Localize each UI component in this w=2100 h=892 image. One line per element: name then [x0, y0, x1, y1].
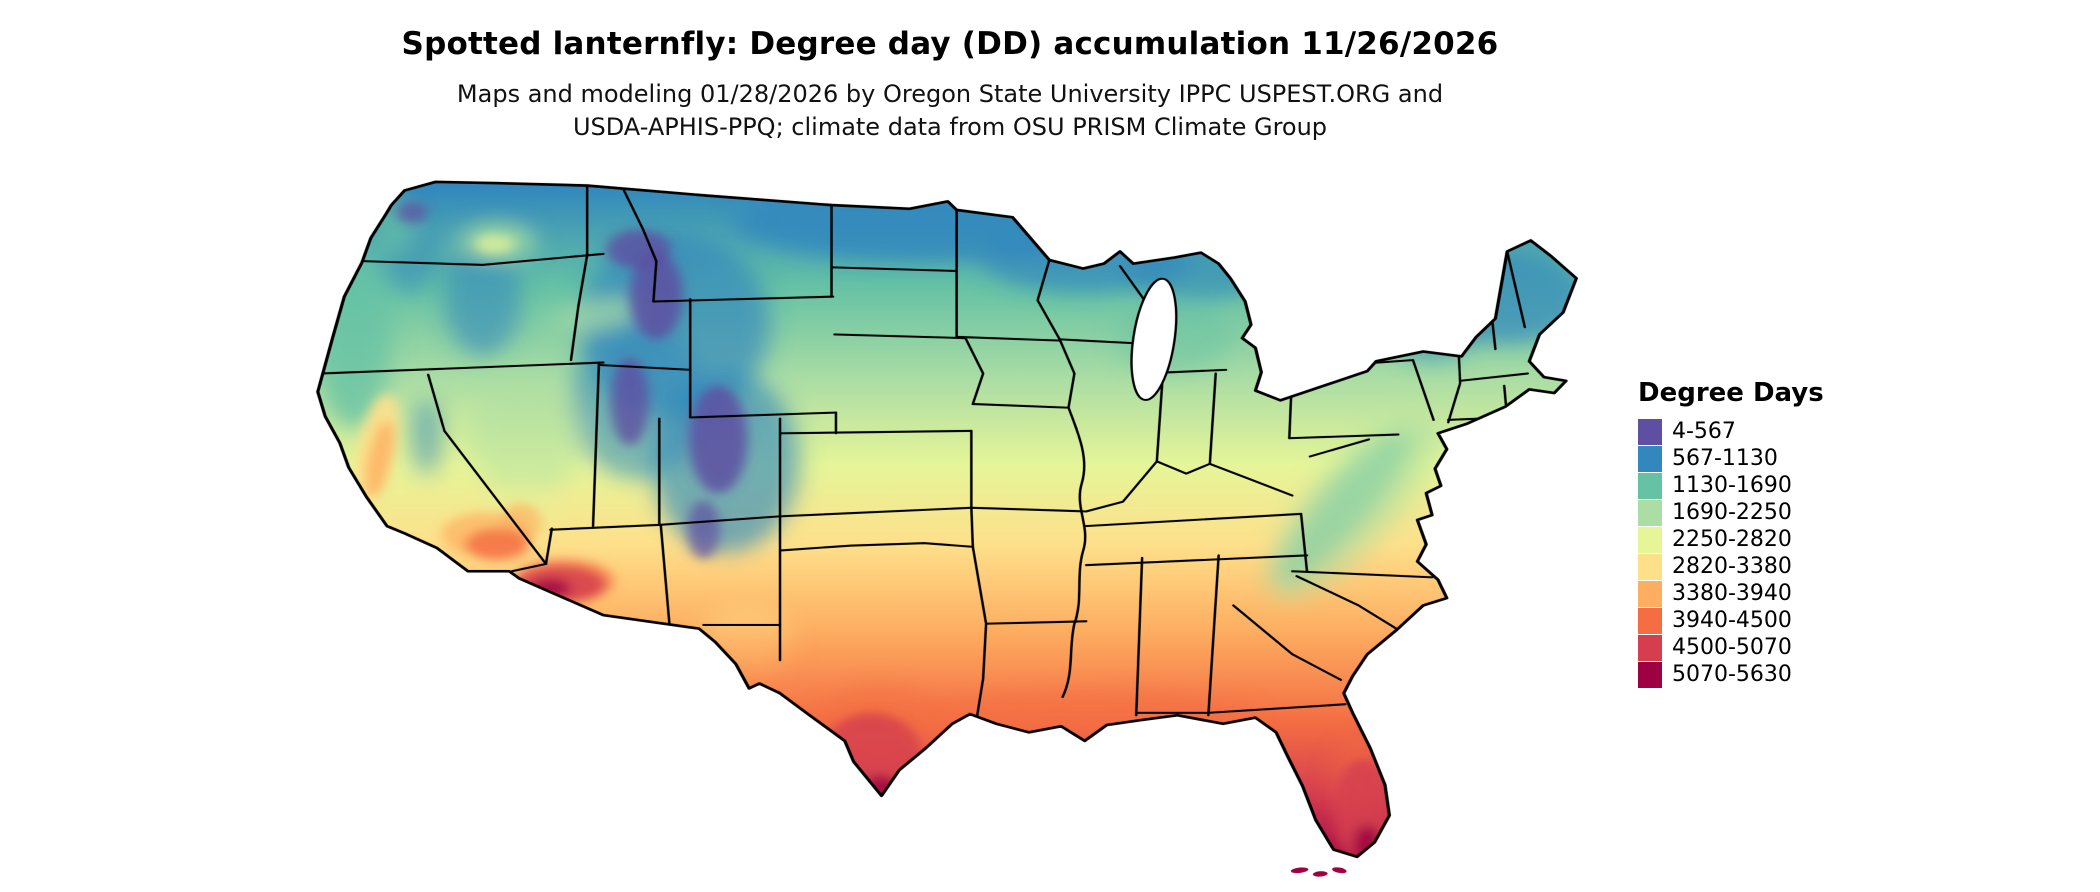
map-subtitle: Maps and modeling 01/28/2026 by Oregon S… [0, 78, 1900, 144]
legend-swatch [1638, 499, 1662, 526]
legend-label: 1690-2250 [1672, 500, 1792, 525]
legend-row: 2820-3380 [1638, 553, 1824, 580]
map-subtitle-line1: Maps and modeling 01/28/2026 by Oregon S… [456, 80, 1444, 108]
legend-swatch [1638, 634, 1662, 661]
map-subtitle-line2: USDA-APHIS-PPQ; climate data from OSU PR… [572, 113, 1328, 141]
legend-label: 1130-1690 [1672, 473, 1792, 498]
us-degree-day-map [316, 180, 1578, 877]
legend-swatch [1638, 580, 1662, 607]
legend-swatch [1638, 526, 1662, 553]
legend-row: 1690-2250 [1638, 499, 1824, 526]
legend-items: 4-567 567-1130 1130-1690 1690-2250 2250-2820… [1638, 418, 1824, 688]
legend-swatch [1638, 607, 1662, 634]
legend-row: 3940-4500 [1638, 607, 1824, 634]
legend-swatch [1638, 553, 1662, 580]
lake-michigan [1130, 277, 1178, 401]
legend-row: 1130-1690 [1638, 472, 1824, 499]
legend-row: 4-567 [1638, 418, 1824, 445]
legend-swatch [1638, 418, 1662, 445]
legend-label: 4500-5070 [1672, 635, 1792, 660]
legend-row: 2250-2820 [1638, 526, 1824, 553]
legend-swatch [1638, 661, 1662, 688]
legend-title: Degree Days [1638, 378, 1824, 408]
legend-swatch [1638, 445, 1662, 472]
legend-label: 5070-5630 [1672, 662, 1792, 687]
legend-label: 3380-3940 [1672, 581, 1792, 606]
legend-row: 3380-3940 [1638, 580, 1824, 607]
degree-day-raster [317, 181, 1577, 857]
degree-days-legend: Degree Days 4-567 567-1130 1130-1690 1690-2… [1638, 378, 1824, 688]
legend-label: 567-1130 [1672, 446, 1778, 471]
legend-row: 567-1130 [1638, 445, 1824, 472]
legend-label: 3940-4500 [1672, 608, 1792, 633]
legend-label: 2250-2820 [1672, 527, 1792, 552]
legend-row: 5070-5630 [1638, 661, 1824, 688]
florida-keys [1290, 867, 1347, 877]
legend-swatch [1638, 472, 1662, 499]
map-title: Spotted lanternfly: Degree day (DD) accu… [401, 26, 1499, 62]
legend-row: 4500-5070 [1638, 634, 1824, 661]
state-borders [319, 184, 1530, 717]
legend-label: 2820-3380 [1672, 554, 1792, 579]
map-header: Spotted lanternfly: Degree day (DD) accu… [0, 26, 1900, 144]
legend-label: 4-567 [1672, 419, 1736, 444]
